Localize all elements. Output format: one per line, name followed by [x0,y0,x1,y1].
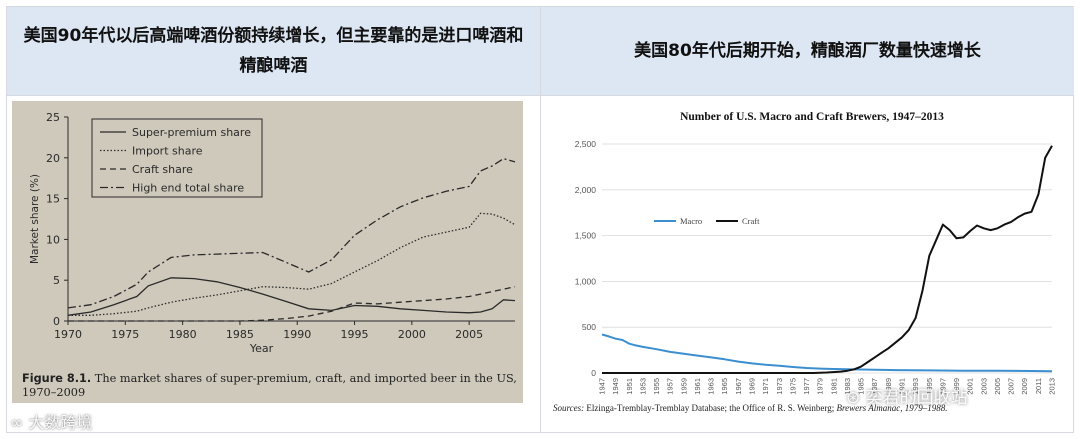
x-tick-label: 1981 [829,378,838,395]
watermark-right-icon: ⊛ [846,388,866,408]
x-tick-label: 2013 [1048,378,1057,395]
chart-sources: Sources: Elzinga-Tremblay-Tremblay Datab… [553,403,947,413]
x-tick-label: 1999 [952,378,961,395]
x-tick-label: 1955 [652,378,661,395]
y-tick-label: 20 [46,152,60,165]
x-tick-label: 2011 [1034,378,1043,394]
watermark-left-icon: ∞ [10,413,29,432]
y-tick-label: 5 [53,274,60,287]
right-panel-title: 美国80年代后期开始，精酿酒厂数量快速增长 [541,7,1074,95]
x-tick-label: 1957 [666,378,675,395]
x-tick-label: 1963 [707,378,716,395]
left-panel-title: 美国90年代以后高端啤酒份额持续增长，但主要靠的是进口啤酒和精酿啤酒 [7,7,540,95]
x-tick-label: 1991 [898,378,907,395]
x-tick-label: 1949 [611,378,620,395]
header-divider [7,95,1074,96]
legend-label-2: Craft share [132,163,193,176]
y-tick-label: 2,000 [575,185,597,195]
sources-text: Elzinga-Tremblay-Tremblay Database; the … [586,403,835,413]
x-tick-label: 1970 [54,328,82,341]
x-tick-label: 1961 [693,378,702,395]
legend-box [91,118,263,198]
sources-label: Sources: [553,403,585,413]
legend-label-1: Import share [132,145,203,158]
watermark-right: ⊛ 奕君的回收站 [846,383,968,408]
x-tick-label: 1965 [720,378,729,395]
figure-caption-label: Figure 8.1. [22,372,92,385]
x-tick-label: 1987 [870,378,879,395]
legend-label-macro: Macro [680,216,702,226]
y-tick-label: 25 [46,111,60,124]
market-share-chart: 0 5 10 15 20 25 1970 1975 1980 1985 1990 1995 2000 20… [29,111,516,355]
x-tick-label: 1985 [226,328,254,341]
x-tick-label: 1997 [938,378,947,395]
x-tick-label: 1953 [638,378,647,395]
figure-caption-text: The market shares of super-premium, craf… [22,372,517,399]
x-tick-label: 1951 [625,378,634,395]
sources-italic: Brewers Almanac, 1979–1988. [836,403,948,413]
y-tick-label: 0 [591,368,596,378]
x-tick-label: 1975 [111,328,139,341]
legend: Super-premium share Import share Craft sha… [91,118,263,198]
y-tick-label: 500 [582,322,596,332]
x-tick-label: 1947 [598,378,607,395]
x-tick-label: 1967 [734,378,743,395]
x-tick-label: 1995 [341,328,369,341]
x-tick-label: 1977 [802,378,811,395]
x-tick-label: 1969 [748,378,757,395]
series-line-2 [68,286,516,322]
x-tick-label: 2000 [398,328,426,341]
series-line-macro [601,333,1053,373]
series-line-craft [602,145,1053,374]
x-tick-label: 1990 [283,328,311,341]
series-line-3 [67,157,516,309]
x-axis-title: Year [249,342,274,355]
y-tick-label: 10 [46,233,60,246]
x-tick-label: 1980 [169,328,197,341]
x-tick-label: 1959 [679,378,688,395]
x-tick-label: 1993 [911,378,920,395]
x-tick-label: 2003 [979,378,988,395]
x-tick-label: 1995 [925,378,934,395]
watermark-left: ∞ 大数跨境 [10,409,92,433]
x-tick-label: 1985 [857,378,866,395]
x-tick-label: 1989 [884,378,893,395]
legend-label-craft: Craft [742,216,760,226]
x-tick-label: 2009 [1020,378,1029,395]
legend-label-0: Super-premium share [132,126,251,139]
x-tick-label: 2005 [455,328,483,341]
chart-title: Number of U.S. Macro and Craft Brewers, … [680,111,944,123]
y-tick-label: 1,000 [575,276,597,286]
brewers-chart: Number of U.S. Macro and Craft Brewers, … [575,111,1057,395]
x-tick-label: 1983 [843,378,852,395]
series-line-0 [67,277,516,316]
x-tick-label: 2005 [993,378,1002,395]
y-tick-label: 0 [53,315,60,328]
y-axis-title: Market share (%) [29,174,41,264]
legend: Macro Craft [654,216,760,226]
slide-frame: 美国90年代以后高端啤酒份额持续增长，但主要靠的是进口啤酒和精酿啤酒 美国80年… [6,6,1074,433]
x-tick-label: 2007 [1007,378,1016,395]
x-tick-label: 1971 [761,378,770,395]
x-tick-label: 1975 [788,378,797,395]
panel-divider [540,7,541,433]
y-tick-label: 1,500 [575,231,597,241]
y-tick-label: 15 [46,193,60,206]
x-tick-label: 1979 [816,378,825,395]
market-share-photo: 0 5 10 15 20 25 1970 1975 1980 1985 1990 1995 2000 20… [12,101,523,403]
watermark-left-text: 大数跨境 [28,413,93,432]
x-tick-label: 1973 [775,378,784,395]
y-tick-label: 2,500 [575,139,597,149]
x-tick-label: 2001 [966,378,975,395]
watermark-right-text: 奕君的回收站 [865,388,968,408]
figure-caption: Figure 8.1. The market shares of super-p… [22,372,522,400]
legend-label-3: High end total share [132,182,244,195]
